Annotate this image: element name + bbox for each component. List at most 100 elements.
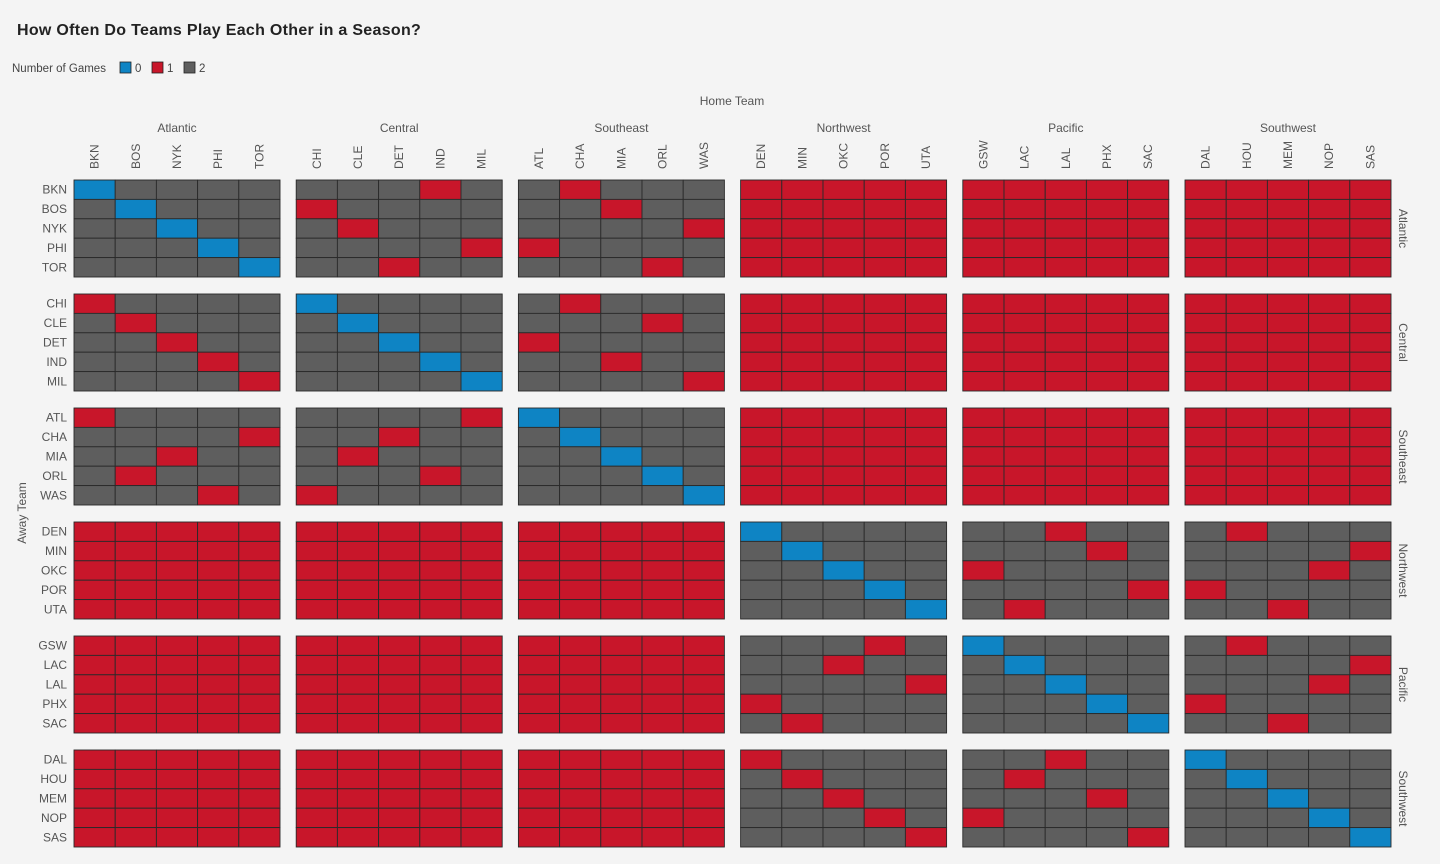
heatmap-cell bbox=[1003, 521, 1046, 542]
heatmap-cell bbox=[1266, 768, 1310, 790]
heatmap-cell bbox=[1184, 713, 1227, 734]
heatmap-cell bbox=[641, 521, 684, 542]
heatmap-cell bbox=[1044, 465, 1087, 487]
heatmap-cell bbox=[1085, 654, 1129, 676]
heatmap-cell bbox=[197, 426, 240, 448]
heatmap-cell bbox=[197, 749, 240, 770]
heatmap-cell bbox=[1349, 654, 1392, 676]
heatmap-cell bbox=[517, 257, 561, 278]
x-tick-mil: MIL bbox=[475, 149, 489, 169]
heatmap-cell bbox=[419, 198, 462, 220]
heatmap-cell bbox=[1127, 674, 1170, 695]
heatmap-cell bbox=[114, 218, 157, 239]
y-tick-min: MIN bbox=[45, 544, 67, 558]
heatmap-cell bbox=[238, 713, 281, 734]
heatmap-cell bbox=[238, 521, 281, 542]
heatmap-cell bbox=[336, 257, 380, 278]
heatmap-cell bbox=[295, 674, 338, 695]
heatmap-cell bbox=[1127, 560, 1170, 581]
heatmap-cell bbox=[641, 371, 684, 392]
heatmap-cell bbox=[863, 485, 906, 506]
heatmap-cell bbox=[559, 237, 602, 259]
x-tick-det: DET bbox=[392, 144, 406, 169]
heatmap-cell bbox=[822, 218, 865, 239]
heatmap-cell bbox=[740, 713, 783, 734]
heatmap-cell bbox=[1349, 749, 1392, 770]
heatmap-cell bbox=[460, 674, 503, 695]
heatmap-cell bbox=[904, 485, 948, 506]
heatmap-cell bbox=[962, 198, 1005, 220]
heatmap-cell bbox=[1044, 827, 1087, 848]
heatmap-cell bbox=[114, 257, 157, 278]
heatmap-cell bbox=[1003, 693, 1046, 715]
heatmap-cell bbox=[419, 768, 462, 790]
heatmap-cell bbox=[740, 521, 783, 542]
heatmap-cell bbox=[1225, 179, 1268, 200]
heatmap-cell bbox=[73, 198, 116, 220]
legend-swatch-2 bbox=[183, 61, 196, 74]
heatmap-cell bbox=[238, 237, 281, 259]
heatmap-cell bbox=[1184, 293, 1227, 314]
heatmap-cell bbox=[962, 426, 1005, 448]
heatmap-cell bbox=[781, 599, 824, 620]
heatmap-cell bbox=[460, 579, 503, 601]
heatmap-cell bbox=[238, 579, 281, 601]
y-tick-tor: TOR bbox=[42, 260, 67, 274]
heatmap-cell bbox=[962, 788, 1005, 809]
heatmap-cell bbox=[1085, 560, 1129, 581]
heatmap-cell bbox=[114, 654, 157, 676]
heatmap-cell bbox=[962, 179, 1005, 200]
heatmap-cell bbox=[1085, 293, 1129, 314]
heatmap-cell bbox=[1085, 312, 1129, 334]
heatmap-cell bbox=[336, 827, 380, 848]
heatmap-cell bbox=[781, 654, 824, 676]
heatmap-cell bbox=[863, 827, 906, 848]
heatmap-cell bbox=[1085, 332, 1129, 353]
heatmap-cell bbox=[781, 579, 824, 601]
heatmap-cell bbox=[781, 371, 824, 392]
heatmap-cell bbox=[73, 788, 116, 809]
heatmap-cell bbox=[1225, 485, 1268, 506]
heatmap-cell bbox=[682, 351, 725, 373]
heatmap-cell bbox=[863, 465, 906, 487]
heatmap-cell bbox=[600, 198, 643, 220]
heatmap-cell bbox=[517, 807, 561, 829]
heatmap-cell bbox=[419, 693, 462, 715]
heatmap-cell bbox=[1184, 485, 1227, 506]
heatmap-cell bbox=[863, 560, 906, 581]
heatmap-cell bbox=[904, 446, 948, 467]
heatmap-cell bbox=[822, 674, 865, 695]
y-tick-phi: PHI bbox=[47, 241, 67, 255]
heatmap-cell bbox=[155, 635, 199, 656]
heatmap-cell bbox=[517, 179, 561, 200]
heatmap-cell bbox=[822, 807, 865, 829]
heatmap-cell bbox=[1127, 237, 1170, 259]
heatmap-cell bbox=[295, 426, 338, 448]
heatmap-cell bbox=[238, 485, 281, 506]
y-tick-sac: SAC bbox=[42, 716, 67, 730]
heatmap-cell bbox=[682, 198, 725, 220]
heatmap-cell bbox=[419, 485, 462, 506]
heatmap-cell bbox=[155, 312, 199, 334]
heatmap-cell bbox=[1184, 579, 1227, 601]
y-tick-ind: IND bbox=[46, 355, 67, 369]
heatmap-cell bbox=[336, 312, 380, 334]
column-facet-central: Central bbox=[380, 121, 419, 135]
heatmap-cell bbox=[1225, 579, 1268, 601]
heatmap-cell bbox=[863, 654, 906, 676]
heatmap-cell bbox=[863, 521, 906, 542]
heatmap-cell bbox=[1044, 599, 1087, 620]
heatmap-cell bbox=[419, 521, 462, 542]
heatmap-cell bbox=[114, 465, 157, 487]
heatmap-cell bbox=[904, 465, 948, 487]
heatmap-cell bbox=[904, 693, 948, 715]
x-tick-chi: CHI bbox=[310, 148, 324, 169]
heatmap-cell bbox=[1308, 485, 1351, 506]
heatmap-cell bbox=[73, 218, 116, 239]
heatmap-cell bbox=[740, 237, 783, 259]
heatmap-cell bbox=[1127, 218, 1170, 239]
heatmap-cell bbox=[336, 407, 380, 428]
heatmap-cell bbox=[781, 426, 824, 448]
heatmap-cell bbox=[1085, 218, 1129, 239]
heatmap-cell bbox=[197, 560, 240, 581]
